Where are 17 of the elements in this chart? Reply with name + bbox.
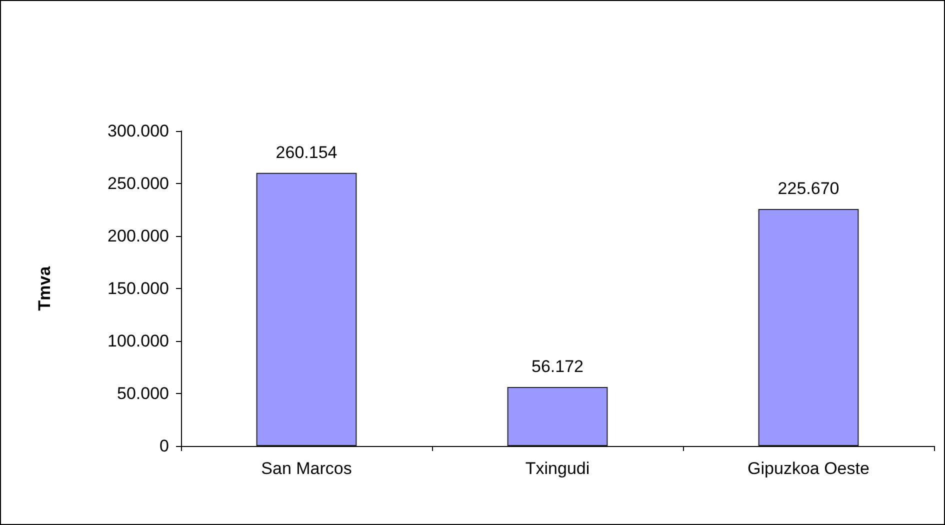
y-tick-label: 300.000 (108, 122, 169, 140)
y-tick-label: 250.000 (108, 174, 169, 193)
x-tick-label: Gipuzkoa Oeste (748, 459, 870, 478)
bar (256, 172, 357, 446)
y-tick-label: 100.000 (108, 332, 169, 350)
y-tick-label: 0 (160, 436, 169, 456)
x-tick-label: Txingudi (525, 459, 590, 478)
bar (507, 387, 608, 446)
data-label: 56.172 (532, 357, 584, 376)
y-tick-label: 150.000 (108, 279, 169, 298)
y-axis-title: Tmva (35, 266, 54, 311)
x-tick-label: San Marcos (261, 459, 352, 478)
y-tick-label: 200.000 (108, 226, 169, 246)
y-tick-label: 50.000 (117, 384, 169, 403)
bar (758, 209, 859, 446)
data-label: 260.154 (276, 142, 338, 162)
data-label: 225.670 (778, 179, 840, 198)
